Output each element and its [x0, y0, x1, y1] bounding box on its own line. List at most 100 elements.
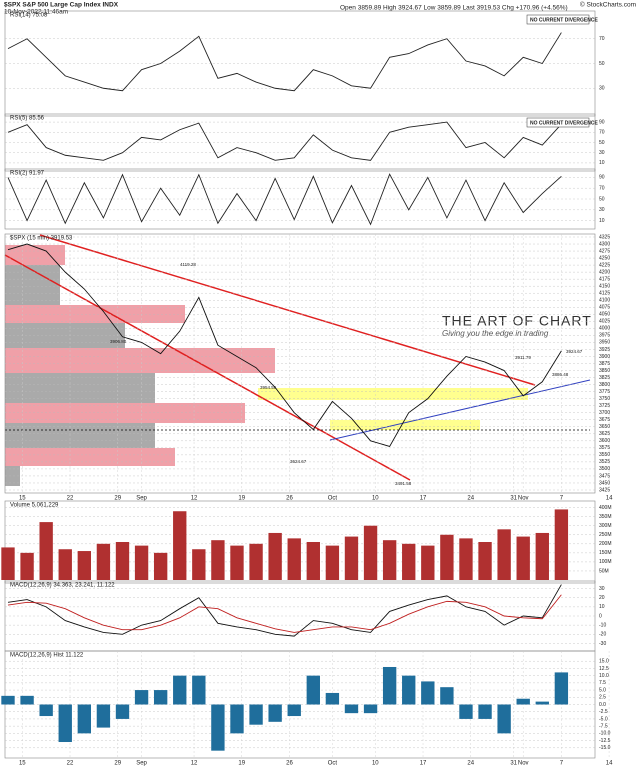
y-tick-label: 4125 — [599, 291, 610, 297]
y-tick-label: 300M — [599, 523, 612, 529]
bar — [39, 704, 53, 717]
series-line — [7, 584, 562, 637]
bar — [516, 698, 530, 705]
y-tick-label: -15.0 — [599, 745, 611, 751]
y-tick-label: 30 — [599, 86, 605, 92]
x-tick-label: 12 — [191, 761, 198, 766]
panel-title: RSI(14) 75.08 — [10, 13, 48, 19]
annotation: 3906.80 — [110, 339, 127, 344]
logo: THE ART OF CHART — [442, 313, 592, 329]
bar — [134, 690, 149, 705]
y-tick-label: 250M — [599, 532, 612, 538]
y-tick-label: 3550 — [599, 452, 610, 458]
annotation: 4119.28 — [180, 262, 196, 267]
y-tick-label: -5.0 — [599, 716, 608, 722]
bar — [1, 695, 15, 705]
timestamp: 10-Nov-2022 11:46am — [4, 9, 68, 16]
bar — [325, 692, 340, 705]
bar — [344, 704, 359, 714]
bar — [363, 525, 378, 580]
y-tick-label: 3775 — [599, 389, 610, 395]
bar — [497, 529, 511, 580]
bar — [96, 704, 111, 728]
y-tick-label: 200M — [599, 541, 612, 547]
x-tick-label: 17 — [420, 761, 427, 766]
series-line — [7, 243, 562, 447]
source: © StockCharts.com — [580, 1, 636, 9]
panel-title: $SPX (15 min) 3919.53 — [10, 236, 73, 242]
panel-frame — [4, 500, 596, 584]
y-tick-label: 350M — [599, 514, 612, 520]
y-tick-label: 4300 — [599, 241, 610, 247]
x-tick-label: 12 — [191, 496, 198, 502]
y-tick-label: 3850 — [599, 368, 610, 374]
x-tick-label: Oct — [328, 761, 338, 766]
bar — [459, 538, 473, 580]
bar — [382, 540, 397, 580]
y-tick-label: 4325 — [599, 234, 610, 240]
y-tick-label: 15.0 — [599, 659, 609, 665]
bar — [306, 542, 320, 580]
y-tick-label: 3800 — [599, 382, 610, 388]
note: NO CURRENT DIVERGENCE — [530, 17, 598, 23]
x-tick-label: 7 — [560, 761, 564, 766]
bar — [516, 536, 530, 580]
bar — [58, 704, 72, 743]
y-tick-label: 0.0 — [599, 702, 606, 708]
note: NO CURRENT DIVERGENCE — [530, 120, 598, 126]
y-tick-label: 3875 — [599, 361, 610, 367]
panel-title: Volume 5,061,229 — [10, 503, 59, 509]
y-tick-label: -12.5 — [599, 738, 611, 744]
y-tick-label: 3950 — [599, 340, 610, 346]
bar — [249, 543, 263, 580]
bar — [421, 545, 435, 580]
bar — [249, 704, 263, 725]
symbol: $SPX S&P 500 Large Cap Index INDX — [4, 2, 119, 9]
y-tick-label: 4025 — [599, 319, 610, 325]
panel-title: MACD(12,26,9) Hist 11.122 — [10, 653, 84, 659]
y-tick-label: -30 — [599, 641, 606, 647]
x-tick-label: 17 — [420, 496, 427, 502]
annotation: 3911.79 — [515, 355, 531, 360]
bar — [459, 704, 473, 719]
y-tick-label: -10.0 — [599, 731, 611, 737]
x-tick-label: 14 — [606, 761, 613, 766]
y-tick-label: -2.5 — [599, 709, 608, 715]
bar — [440, 687, 454, 705]
bar — [115, 704, 130, 719]
y-tick-label: 4050 — [599, 312, 610, 318]
x-tick-label: 24 — [467, 761, 474, 766]
y-tick-label: 70 — [599, 36, 605, 42]
bar — [535, 532, 549, 580]
bar — [268, 532, 282, 580]
y-tick-label: 3450 — [599, 480, 610, 486]
series-line — [7, 594, 562, 633]
bar — [344, 536, 359, 580]
y-tick-label: 90 — [599, 175, 605, 181]
bar — [77, 551, 92, 580]
y-tick-label: 3700 — [599, 410, 610, 416]
y-tick-label: 50M — [599, 568, 609, 574]
bar — [554, 509, 569, 580]
bar — [211, 704, 225, 751]
y-tick-label: 10 — [599, 218, 605, 224]
trendlines — [4, 234, 591, 481]
bar — [440, 534, 454, 580]
note-box — [526, 14, 590, 25]
quote: Open 3859.89 High 3924.67 Low 3859.89 La… — [340, 5, 568, 12]
annotation: 3886.48 — [552, 372, 569, 377]
bar — [478, 704, 492, 719]
series-line — [7, 32, 562, 92]
x-tick-label: 7 — [560, 496, 564, 502]
y-tick-label: 70 — [599, 130, 605, 136]
bar — [134, 545, 149, 580]
x-tick-label: 29 — [114, 761, 121, 766]
y-tick-label: 4000 — [599, 326, 610, 332]
bar — [153, 690, 168, 705]
x-tick-label: 31 — [510, 496, 517, 502]
bar — [230, 545, 244, 580]
y-tick-label: 7.5 — [599, 680, 606, 686]
annotation: 3924.67 — [566, 349, 583, 354]
x-tick-label: Nov — [518, 761, 529, 766]
x-tick-label: 15 — [19, 496, 26, 502]
